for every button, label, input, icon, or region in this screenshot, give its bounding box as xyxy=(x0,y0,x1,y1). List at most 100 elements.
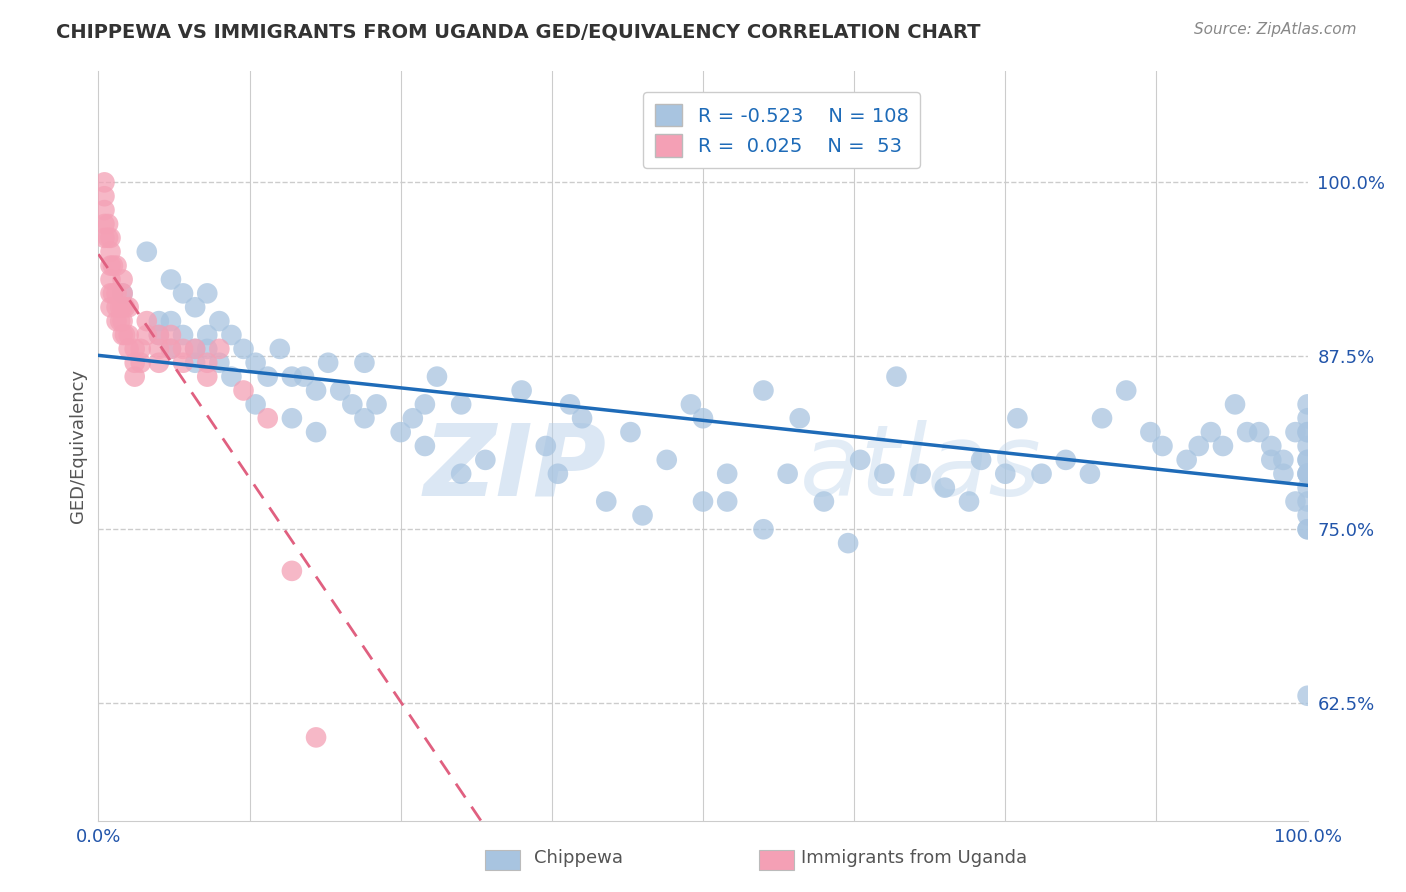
Point xyxy=(208,342,231,356)
Point xyxy=(93,231,115,245)
Point xyxy=(100,231,122,245)
Point xyxy=(100,244,122,259)
Point xyxy=(124,356,146,370)
Point xyxy=(389,425,412,439)
Point xyxy=(195,286,218,301)
Point xyxy=(1296,453,1319,467)
Point xyxy=(195,342,218,356)
Point xyxy=(135,328,157,343)
Point xyxy=(353,411,375,425)
Point xyxy=(1296,397,1319,411)
Point xyxy=(655,453,678,467)
Point xyxy=(1296,481,1319,495)
Point xyxy=(1284,494,1306,508)
Point xyxy=(1091,411,1114,425)
Point xyxy=(100,259,122,273)
Point xyxy=(789,411,811,425)
Point xyxy=(1007,411,1029,425)
Point xyxy=(111,286,134,301)
Point xyxy=(1260,439,1282,453)
Point xyxy=(160,328,183,343)
Point xyxy=(1272,467,1295,481)
Point xyxy=(148,356,170,370)
Point xyxy=(510,384,533,398)
Point xyxy=(305,425,328,439)
Point xyxy=(160,342,183,356)
Point xyxy=(245,397,267,411)
Point xyxy=(619,425,641,439)
Point xyxy=(111,272,134,286)
Point xyxy=(305,731,328,745)
Point xyxy=(114,328,136,343)
Point xyxy=(849,453,872,467)
Point xyxy=(281,564,304,578)
Point xyxy=(100,272,122,286)
Point xyxy=(160,272,183,286)
Point xyxy=(1115,384,1137,398)
Point xyxy=(1272,453,1295,467)
Point xyxy=(1139,425,1161,439)
Point xyxy=(716,467,738,481)
Point xyxy=(534,439,557,453)
Point xyxy=(97,217,120,231)
Point xyxy=(184,342,207,356)
Point xyxy=(1296,467,1319,481)
Point xyxy=(1284,425,1306,439)
Point xyxy=(100,300,122,314)
Point xyxy=(1296,425,1319,439)
Point xyxy=(837,536,859,550)
Point xyxy=(292,369,315,384)
Point xyxy=(93,189,115,203)
Point xyxy=(631,508,654,523)
Point xyxy=(111,286,134,301)
Point xyxy=(108,300,131,314)
Point xyxy=(1175,453,1198,467)
Point xyxy=(413,439,436,453)
Point xyxy=(1296,439,1319,453)
Point xyxy=(692,411,714,425)
Point xyxy=(111,300,134,314)
Text: Chippewa: Chippewa xyxy=(534,849,623,867)
Point xyxy=(172,342,194,356)
Point xyxy=(813,494,835,508)
Point xyxy=(118,300,141,314)
Point xyxy=(1296,508,1319,523)
Point xyxy=(1031,467,1053,481)
Point xyxy=(281,369,304,384)
Point xyxy=(595,494,617,508)
Point xyxy=(221,369,243,384)
Point xyxy=(160,314,183,328)
Point xyxy=(172,356,194,370)
Point xyxy=(184,300,207,314)
Point xyxy=(281,411,304,425)
Point xyxy=(93,217,115,231)
Point xyxy=(232,384,254,398)
Point xyxy=(329,384,352,398)
Point xyxy=(994,467,1017,481)
Point xyxy=(1296,467,1319,481)
Point xyxy=(245,356,267,370)
Point xyxy=(366,397,388,411)
Point xyxy=(353,356,375,370)
Point xyxy=(1078,467,1101,481)
Point xyxy=(1188,439,1211,453)
Point xyxy=(108,314,131,328)
Point xyxy=(135,244,157,259)
Point xyxy=(256,369,278,384)
Text: 0.0%: 0.0% xyxy=(76,828,121,846)
Text: 100.0%: 100.0% xyxy=(1274,828,1341,846)
Point xyxy=(111,328,134,343)
Point xyxy=(886,369,908,384)
Point xyxy=(148,314,170,328)
Point xyxy=(873,467,896,481)
Point xyxy=(208,356,231,370)
Point xyxy=(1054,453,1077,467)
Point xyxy=(101,259,124,273)
Point xyxy=(97,231,120,245)
Point xyxy=(124,369,146,384)
Point xyxy=(124,342,146,356)
Point xyxy=(1152,439,1174,453)
Point xyxy=(195,328,218,343)
Point xyxy=(129,342,152,356)
Point xyxy=(118,328,141,343)
